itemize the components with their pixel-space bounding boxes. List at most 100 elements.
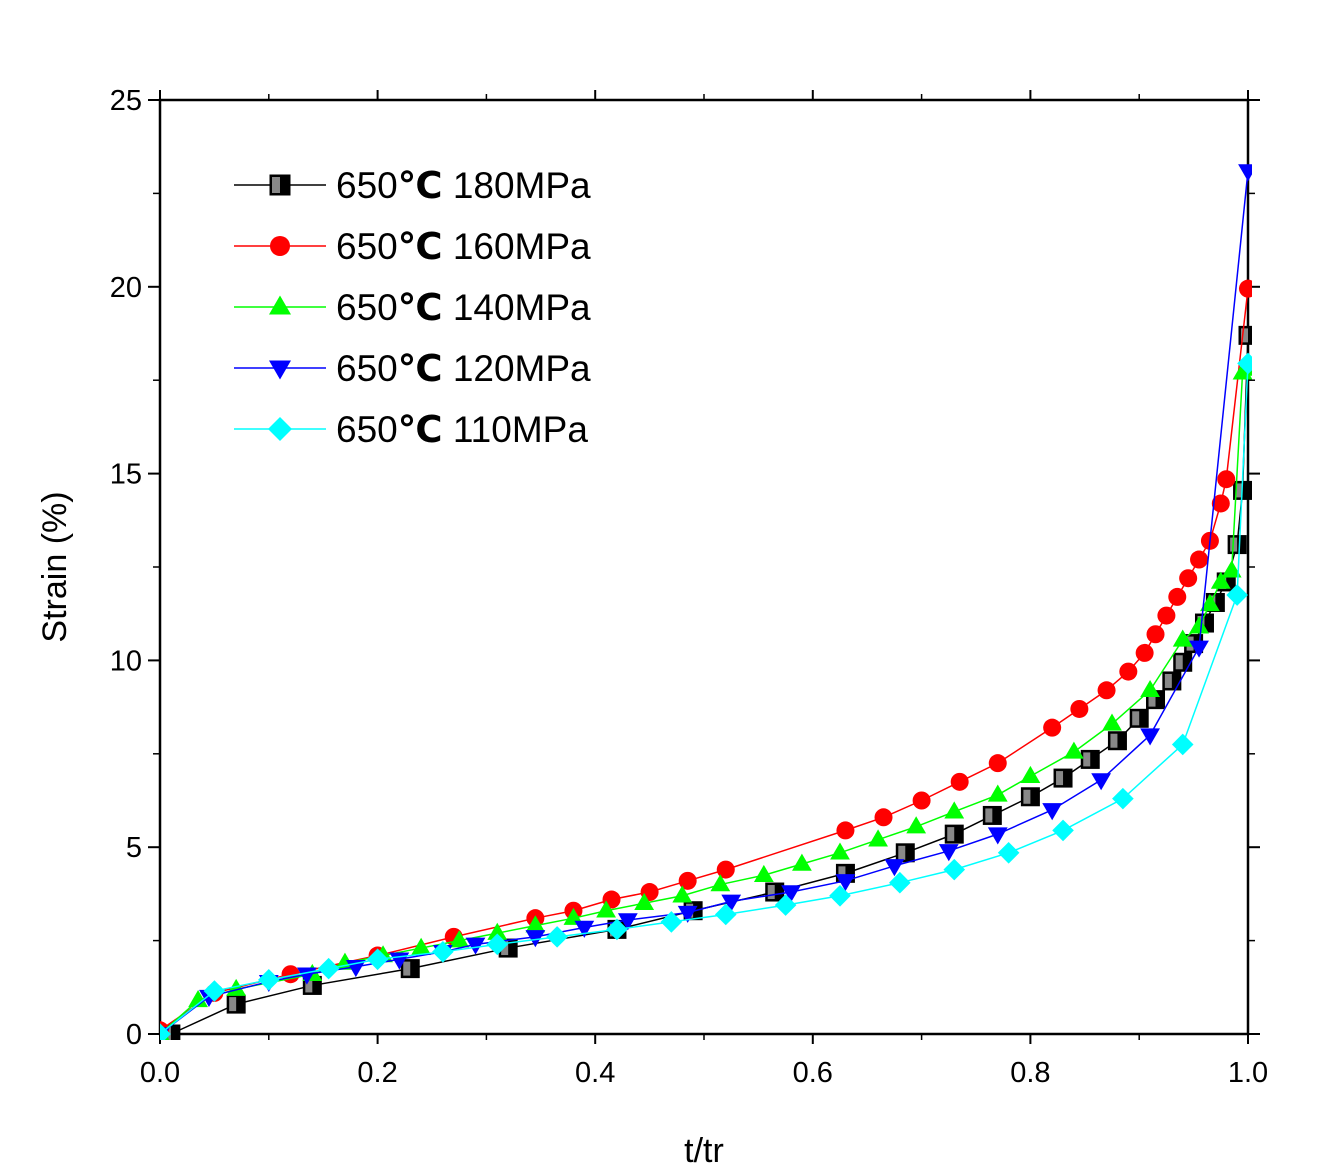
- square-shade: [1132, 711, 1140, 726]
- data-point-circle: [1211, 494, 1230, 513]
- x-tick-label: 0.2: [357, 1057, 397, 1089]
- data-point-square: [1173, 652, 1193, 672]
- legend-label: 650℃ 120MPa: [336, 348, 591, 389]
- data-point-diamond: [889, 871, 911, 894]
- data-point-circle: [1239, 279, 1252, 298]
- data-point-circle: [1043, 718, 1062, 737]
- data-point-square: [944, 824, 964, 844]
- data-point-circle: [1097, 681, 1116, 700]
- legend-unit: ℃: [398, 287, 443, 328]
- data-point-triangle-up: [525, 915, 546, 933]
- data-point-circle: [836, 821, 855, 840]
- data-point-triangle-up: [634, 892, 655, 910]
- legend-item-4: 650℃ 110MPa: [234, 409, 588, 450]
- x-tick-label: 0.6: [793, 1057, 833, 1089]
- y-tick-label: 0: [126, 1019, 142, 1051]
- legend-temp: 650: [336, 348, 398, 389]
- data-point-triangle-down: [938, 844, 959, 862]
- data-point-circle: [1135, 643, 1154, 662]
- x-tick-label: 0.0: [140, 1057, 180, 1089]
- data-point-triangle-up: [1221, 560, 1242, 578]
- data-point-square: [1080, 749, 1100, 769]
- series-3: [160, 164, 1252, 1040]
- data-point-diamond: [546, 926, 568, 948]
- data-point-diamond: [606, 918, 628, 941]
- data-point-triangle-up: [1210, 571, 1231, 589]
- data-point-diamond: [997, 842, 1020, 864]
- square-shade: [272, 177, 280, 193]
- data-point-triangle-up: [830, 842, 850, 860]
- data-point-square: [1162, 671, 1182, 691]
- x-tick-label: 0.8: [1010, 1057, 1050, 1089]
- axes: 0.0 0.2 0.4 0.6 0.8 1.0 0 5 10 15 20 25: [110, 85, 1268, 1089]
- data-point-square: [1107, 731, 1127, 751]
- data-point-triangle-down: [269, 360, 291, 380]
- data-point-square: [895, 843, 915, 863]
- series-1: [160, 279, 1252, 1040]
- square-shade: [403, 961, 411, 976]
- data-point-diamond: [1052, 819, 1074, 842]
- square-shade: [1241, 328, 1248, 343]
- data-point-diamond: [366, 948, 389, 971]
- data-point-triangle-up: [1064, 741, 1084, 759]
- data-point-triangle-up: [449, 930, 470, 948]
- series-line: [170, 335, 1249, 1035]
- data-point-triangle-down: [884, 859, 905, 877]
- square-shade: [1110, 733, 1118, 748]
- data-point-triangle-up: [487, 922, 508, 940]
- square-shade: [1235, 483, 1243, 498]
- y-tick-label: 25: [110, 85, 142, 117]
- data-point-square: [1227, 535, 1247, 555]
- y-axis-title: Strain (%): [36, 491, 74, 642]
- data-point-triangle-down: [721, 894, 742, 912]
- data-point-triangle-up: [1189, 616, 1209, 634]
- square-shade: [305, 978, 313, 993]
- series-line: [160, 363, 1249, 1035]
- data-point-circle: [1157, 606, 1176, 625]
- square-shade: [1023, 789, 1031, 804]
- data-point-diamond: [774, 894, 797, 916]
- series-0: [161, 325, 1252, 1040]
- data-point-diamond: [432, 941, 454, 963]
- legend-temp: 650: [336, 165, 398, 206]
- data-point-triangle-down: [525, 930, 546, 948]
- data-point-circle: [988, 754, 1007, 773]
- data-point-diamond: [268, 417, 292, 441]
- data-point-circle: [950, 772, 969, 791]
- data-point-triangle-up: [411, 937, 432, 955]
- data-point-circle: [1146, 625, 1165, 644]
- legend-item-1: 650℃ 160MPa: [234, 226, 591, 267]
- data-point-diamond: [160, 1023, 171, 1040]
- data-point-circle: [1190, 550, 1209, 569]
- data-point-square: [226, 994, 246, 1014]
- legend-temp: 650: [336, 226, 398, 267]
- legend-label: 650℃ 110MPa: [336, 409, 588, 450]
- data-point-square: [765, 882, 785, 902]
- data-point-triangle-up: [563, 907, 584, 925]
- legend-label: 650℃ 140MPa: [336, 287, 591, 328]
- series-line: [160, 368, 1249, 1035]
- data-point-diamond: [714, 903, 737, 926]
- legend-unit: ℃: [398, 165, 443, 206]
- data-point-square: [982, 805, 1002, 825]
- square-shade: [838, 866, 846, 881]
- square-shade: [985, 808, 993, 823]
- square-shade: [1056, 771, 1064, 786]
- data-point-square: [1053, 768, 1073, 788]
- data-point-triangle-down: [781, 885, 801, 903]
- data-point-diamond: [1237, 352, 1252, 375]
- legend-unit: ℃: [398, 348, 443, 389]
- data-point-diamond: [1112, 787, 1134, 810]
- data-point-diamond: [317, 957, 340, 980]
- data-point-circle: [1070, 699, 1089, 718]
- data-point-diamond: [943, 858, 966, 881]
- x-tick-label: 1.0: [1228, 1057, 1268, 1089]
- square-shade: [1148, 692, 1156, 707]
- data-point-square: [1129, 708, 1149, 728]
- data-point-triangle-up: [906, 816, 927, 834]
- data-point-diamond: [486, 933, 509, 956]
- series-line: [160, 170, 1249, 1035]
- legend-label: 650℃ 160MPa: [336, 226, 591, 267]
- data-point-circle: [716, 860, 735, 879]
